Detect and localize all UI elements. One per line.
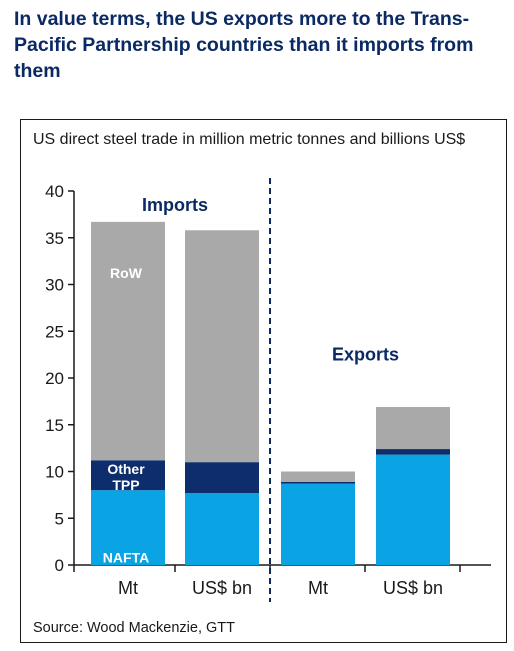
segment-label: TPP	[112, 477, 139, 493]
bar-segment-row	[376, 406, 450, 450]
source-note: Source: Wood Mackenzie, GTT	[33, 620, 236, 636]
bar-segment-other-tpp	[185, 462, 259, 494]
bar-segment-row	[91, 221, 165, 461]
segment-label: NAFTA	[103, 549, 149, 565]
bar-segment-row	[185, 230, 259, 463]
bar-segment-other-tpp	[281, 481, 355, 484]
y-tick-label: 20	[45, 369, 64, 388]
y-tick-label: 30	[45, 276, 64, 295]
segment-label: RoW	[110, 265, 143, 281]
bar-segment-other-tpp	[91, 460, 165, 491]
bar-segment-nafta	[376, 454, 450, 565]
group-label: Imports	[142, 195, 208, 215]
y-tick-label: 15	[45, 416, 64, 435]
bar-segment-other-tpp	[376, 449, 450, 455]
chart-panel: US direct steel trade in million metric …	[20, 119, 507, 643]
bar-segment-nafta	[281, 483, 355, 565]
segment-label: Other	[107, 461, 145, 477]
y-tick-label: 25	[45, 322, 64, 341]
bar-segment-nafta	[185, 493, 259, 565]
y-tick-label: 5	[55, 509, 64, 528]
stacked-bar-chart: 0 5 10 15 20 25 30 35 40 Mt US$ bn Mt US$ bn RoW Other…	[45, 178, 491, 602]
y-tick-label: 0	[55, 556, 64, 575]
group-label: Exports	[332, 345, 399, 365]
bar-segment-row	[281, 471, 355, 482]
y-tick-label: 35	[45, 229, 64, 248]
bar-segment-nafta	[91, 490, 165, 565]
x-category-label: Mt	[308, 578, 328, 598]
y-tick-label: 10	[45, 463, 64, 482]
y-tick-label: 40	[45, 182, 64, 201]
chart-headline: In value terms, the US exports more to t…	[14, 8, 474, 82]
x-category-label: Mt	[118, 578, 138, 598]
chart-title: US direct steel trade in million metric …	[33, 131, 466, 148]
x-category-label: US$ bn	[192, 578, 252, 598]
x-category-label: US$ bn	[383, 578, 443, 598]
